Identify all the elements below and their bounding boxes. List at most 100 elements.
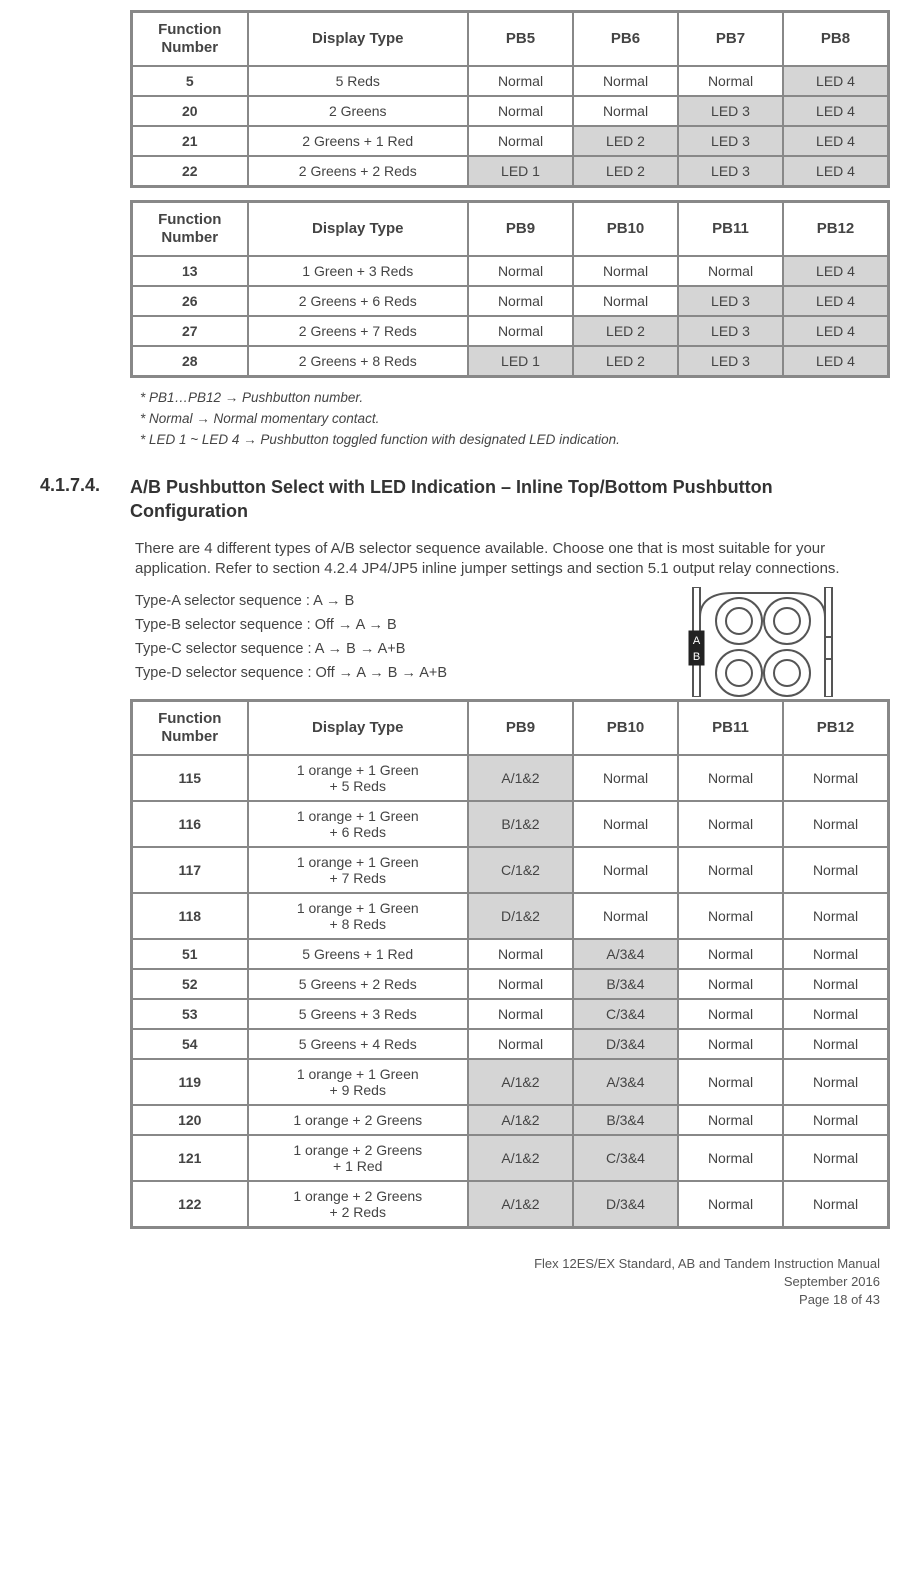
table-header-row: FunctionNumber Display Type PB5 PB6 PB7 … <box>132 12 888 66</box>
cell-pb: A/1&2 <box>468 1181 573 1227</box>
footnote: * LED 1 ~ LED 4 → Pushbutton toggled fun… <box>140 432 880 447</box>
cell-pb: LED 4 <box>783 156 888 186</box>
table3-body: 1151 orange + 1 Green+ 5 RedsA/1&2Normal… <box>132 755 888 1227</box>
cell-pb: C/3&4 <box>573 1135 678 1181</box>
table-row: 515 Greens + 1 RedNormalA/3&4NormalNorma… <box>132 939 888 969</box>
cell-display-type: 5 Greens + 4 Reds <box>248 1029 469 1059</box>
cell-pb: LED 2 <box>573 126 678 156</box>
col-display-type: Display Type <box>248 202 469 256</box>
cell-display-type: 5 Reds <box>248 66 469 96</box>
table-pb9-pb12-b: FunctionNumber Display Type PB9 PB10 PB1… <box>130 699 890 1229</box>
table-row: 545 Greens + 4 RedsNormalD/3&4NormalNorm… <box>132 1029 888 1059</box>
cell-pb: Normal <box>678 66 783 96</box>
cell-pb: Normal <box>783 1181 888 1227</box>
illus-label-b: B <box>693 651 700 663</box>
cell-pb: LED 3 <box>678 316 783 346</box>
cell-pb: Normal <box>468 286 573 316</box>
cell-pb: LED 3 <box>678 286 783 316</box>
table-row: 1191 orange + 1 Green+ 9 RedsA/1&2A/3&4N… <box>132 1059 888 1105</box>
cell-pb: LED 1 <box>468 156 573 186</box>
cell-pb: A/3&4 <box>573 1059 678 1105</box>
cell-pb: Normal <box>468 126 573 156</box>
cell-pb: Normal <box>678 1059 783 1105</box>
cell-display-type: 2 Greens + 8 Reds <box>248 346 469 376</box>
cell-pb: LED 3 <box>678 156 783 186</box>
cell-pb: LED 2 <box>573 316 678 346</box>
cell-pb: LED 3 <box>678 96 783 126</box>
col-display-type: Display Type <box>248 12 469 66</box>
cell-pb: D/1&2 <box>468 893 573 939</box>
table-row: 1221 orange + 2 Greens+ 2 RedsA/1&2D/3&4… <box>132 1181 888 1227</box>
cell-function-number: 120 <box>132 1105 248 1135</box>
section-number: 4.1.7.4. <box>40 475 130 496</box>
cell-function-number: 118 <box>132 893 248 939</box>
col-pb9: PB9 <box>468 202 573 256</box>
table-row: 535 Greens + 3 RedsNormalC/3&4NormalNorm… <box>132 999 888 1029</box>
cell-function-number: 52 <box>132 969 248 999</box>
cell-pb: Normal <box>783 939 888 969</box>
cell-pb: Normal <box>783 847 888 893</box>
col-pb12: PB12 <box>783 202 888 256</box>
selector-sequences: Type-A selector sequence : A → B Type-B … <box>135 593 880 681</box>
cell-display-type: 1 orange + 2 Greens+ 2 Reds <box>248 1181 469 1227</box>
table-row: 262 Greens + 6 RedsNormalNormalLED 3LED … <box>132 286 888 316</box>
cell-function-number: 22 <box>132 156 248 186</box>
cell-pb: Normal <box>573 256 678 286</box>
cell-display-type: 5 Greens + 3 Reds <box>248 999 469 1029</box>
cell-pb: C/1&2 <box>468 847 573 893</box>
cell-pb: LED 1 <box>468 346 573 376</box>
col-pb6: PB6 <box>573 12 678 66</box>
cell-pb: Normal <box>678 1181 783 1227</box>
table-row: 1171 orange + 1 Green+ 7 RedsC/1&2Normal… <box>132 847 888 893</box>
cell-pb: Normal <box>678 256 783 286</box>
section-title: A/B Pushbutton Select with LED Indicatio… <box>130 475 880 524</box>
table-row: 212 Greens + 1 RedNormalLED 2LED 3LED 4 <box>132 126 888 156</box>
table2-body: 131 Green + 3 RedsNormalNormalNormalLED … <box>132 256 888 376</box>
cell-pb: Normal <box>678 1135 783 1181</box>
cell-function-number: 53 <box>132 999 248 1029</box>
illus-label-a: A <box>693 635 701 647</box>
table-row: 131 Green + 3 RedsNormalNormalNormalLED … <box>132 256 888 286</box>
col-function-number: FunctionNumber <box>132 701 248 755</box>
cell-pb: LED 4 <box>783 316 888 346</box>
footnotes: * PB1…PB12 → Pushbutton number. * Normal… <box>140 390 880 447</box>
cell-function-number: 13 <box>132 256 248 286</box>
table-row: 1201 orange + 2 GreensA/1&2B/3&4NormalNo… <box>132 1105 888 1135</box>
cell-display-type: 1 Green + 3 Reds <box>248 256 469 286</box>
cell-pb: Normal <box>573 66 678 96</box>
cell-pb: D/3&4 <box>573 1029 678 1059</box>
section-paragraph: There are 4 different types of A/B selec… <box>135 539 850 580</box>
cell-pb: Normal <box>678 999 783 1029</box>
cell-pb: Normal <box>783 1029 888 1059</box>
col-display-type: Display Type <box>248 701 469 755</box>
cell-pb: Normal <box>783 1105 888 1135</box>
cell-pb: A/1&2 <box>468 1135 573 1181</box>
table-pb9-pb12-a: FunctionNumber Display Type PB9 PB10 PB1… <box>130 200 890 378</box>
col-pb11: PB11 <box>678 202 783 256</box>
footnote: * Normal → Normal momentary contact. <box>140 411 880 426</box>
cell-pb: Normal <box>783 969 888 999</box>
cell-display-type: 1 orange + 1 Green+ 8 Reds <box>248 893 469 939</box>
cell-display-type: 5 Greens + 2 Reds <box>248 969 469 999</box>
cell-pb: Normal <box>783 755 888 801</box>
cell-function-number: 122 <box>132 1181 248 1227</box>
footer-date: September 2016 <box>40 1273 880 1291</box>
cell-pb: LED 2 <box>573 346 678 376</box>
cell-pb: A/1&2 <box>468 1059 573 1105</box>
cell-display-type: 1 orange + 1 Green+ 6 Reds <box>248 801 469 847</box>
col-pb10: PB10 <box>573 202 678 256</box>
table-row: 282 Greens + 8 RedsLED 1LED 2LED 3LED 4 <box>132 346 888 376</box>
cell-pb: LED 4 <box>783 96 888 126</box>
table1-body: 55 RedsNormalNormalNormalLED 4202 Greens… <box>132 66 888 186</box>
col-pb5: PB5 <box>468 12 573 66</box>
cell-pb: Normal <box>678 1105 783 1135</box>
cell-pb: Normal <box>573 96 678 126</box>
cell-pb: A/3&4 <box>573 939 678 969</box>
cell-pb: Normal <box>783 1059 888 1105</box>
table-row: 1211 orange + 2 Greens+ 1 RedA/1&2C/3&4N… <box>132 1135 888 1181</box>
cell-pb: LED 4 <box>783 286 888 316</box>
cell-pb: Normal <box>783 893 888 939</box>
cell-pb: LED 4 <box>783 346 888 376</box>
cell-pb: Normal <box>468 939 573 969</box>
table-row: 1161 orange + 1 Green+ 6 RedsB/1&2Normal… <box>132 801 888 847</box>
